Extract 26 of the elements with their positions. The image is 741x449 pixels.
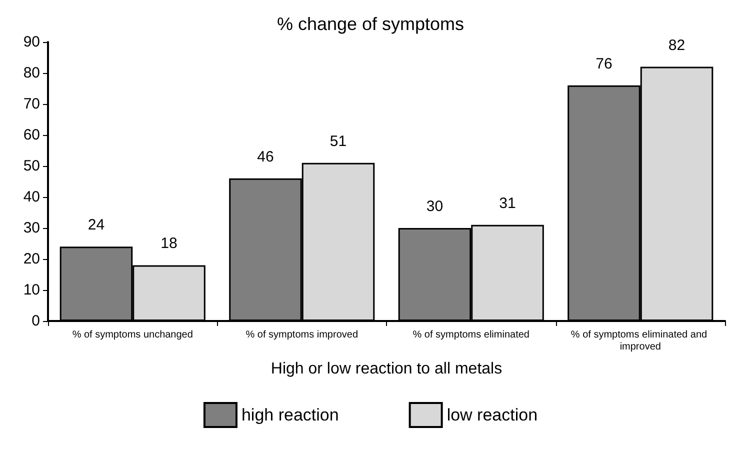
x-tick-label: % of symptoms improved	[246, 330, 358, 340]
data-label: 18	[160, 235, 178, 252]
y-tick-label: 60	[23, 126, 40, 144]
y-tick-label: 90	[23, 34, 40, 50]
y-tick-label: 30	[23, 220, 40, 236]
x-tick-label: % of symptoms eliminated	[412, 330, 530, 340]
data-label: 30	[426, 198, 444, 215]
y-tick-label: 20	[23, 250, 40, 268]
chart-title: % change of symptoms	[276, 14, 464, 34]
y-tick-label: 80	[23, 64, 40, 82]
legend-label: high reaction	[241, 406, 339, 424]
data-label: 82	[668, 36, 686, 54]
data-label: 24	[88, 216, 105, 234]
y-tick-label: 0	[32, 312, 40, 330]
data-label: 51	[330, 132, 347, 150]
data-label: 46	[257, 148, 274, 166]
x-tick-label: % of symptoms unchanged	[72, 330, 193, 340]
data-label: 76	[596, 55, 612, 72]
x-tick-label: % of symptoms eliminated and improved	[570, 330, 710, 352]
legend-label: low reaction	[446, 406, 538, 424]
y-tick-label: 50	[23, 158, 40, 174]
y-tick-label: 40	[23, 188, 40, 206]
data-label: 31	[499, 194, 516, 212]
x-axis-title: High or low reaction to all metals	[270, 360, 502, 378]
y-tick-label: 10	[23, 282, 40, 298]
y-tick-label: 70	[23, 96, 40, 112]
